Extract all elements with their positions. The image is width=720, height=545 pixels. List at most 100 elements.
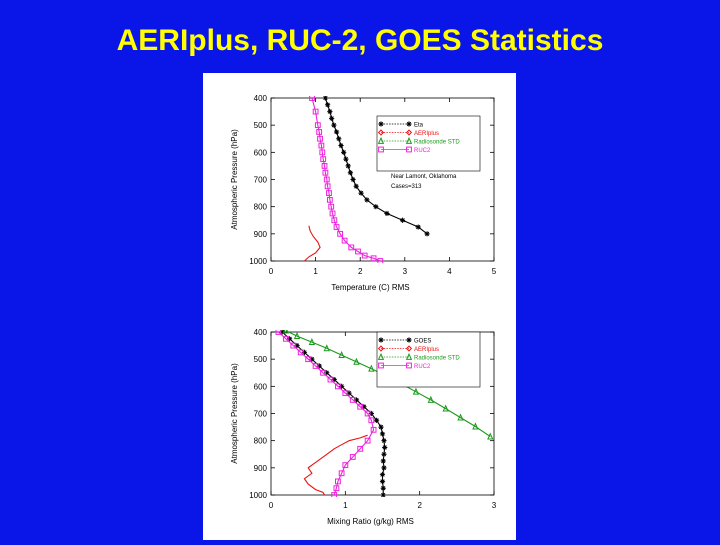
y-tick-label: 500 [254,355,268,364]
y-axis-label: Atmospheric Pressure (hPa) [230,363,239,464]
data-point [331,217,338,224]
data-point [327,108,333,115]
data-point [338,350,345,358]
series-aeriplus [304,225,321,262]
figure-panel: 0 1 2 3 4 5 400 500 600 700 800 900 1000 Temperature … [203,73,516,540]
data-point [286,336,293,342]
legend-marker [378,121,384,127]
data-point [316,129,323,135]
legend-box [376,331,481,388]
data-point [312,108,319,115]
data-point [412,387,420,395]
legend-label: Eta [414,123,424,129]
legend-marker [378,362,384,369]
mixing-ratio-rms-chart: 0 1 2 3 400 500 600 700 800 900 1000 Mixing Ratio (… [230,328,497,526]
data-point [379,472,386,478]
data-point [350,176,356,183]
data-point [331,376,337,383]
data-point [324,183,331,190]
data-point [297,349,304,356]
data-point [293,331,301,339]
y-tick-label: 1000 [249,491,267,500]
data-point [290,342,297,349]
data-point [318,142,325,149]
x-tick-label: 0 [269,501,274,510]
data-point [342,390,349,397]
data-point [301,349,308,355]
series-line [278,331,375,496]
data-point [373,204,379,210]
data-point [320,369,326,376]
data-point [346,390,352,396]
data-point [282,335,289,342]
data-point [282,330,290,334]
data-point [326,190,332,196]
series-aeriplus [303,434,368,496]
data-point [316,363,322,369]
data-point [377,258,384,263]
legend-label: Radiosonde STD [414,356,460,362]
legend-label: Radiosonde STD [414,140,460,146]
data-point [325,102,331,108]
data-point [333,224,340,230]
x-tick-label: 3 [492,501,497,510]
data-point [324,370,330,376]
data-point [337,230,344,237]
data-point [364,410,371,417]
legend-marker [377,345,385,352]
data-point [323,344,330,352]
data-point [380,458,386,464]
data-point [275,330,282,335]
data-point [312,363,319,369]
data-point [427,395,434,403]
y-tick-label: 1000 [249,257,267,266]
x-axis-label: Mixing Ratio (g/kg) RMS [327,517,414,526]
data-point [442,404,449,412]
data-point [326,196,333,203]
x-tick-label: 1 [313,267,318,276]
annotation: Near Lamont, Oklahoma [391,174,457,180]
legend-label: RUC2 [414,148,431,154]
legend-marker [378,146,384,153]
legend-marker [406,121,412,127]
data-point [323,176,330,183]
data-point [381,438,387,444]
data-point [345,163,351,169]
data-point [329,210,336,217]
data-point [335,383,341,390]
y-tick-label: 600 [254,382,268,391]
data-point [348,244,355,251]
legend-marker [406,337,412,343]
data-point [368,410,374,417]
series-ruc2 [275,330,377,497]
data-point [343,156,349,162]
data-point [309,96,315,101]
data-point [379,431,386,437]
data-point [317,135,323,142]
y-tick-label: 600 [254,148,268,157]
data-point [457,413,464,421]
data-point [336,136,342,142]
legend-marker [405,352,413,360]
legend: GOES AERIplus Radiosonde STD RUC2 [376,331,481,388]
y-tick-label: 400 [254,328,268,337]
legend-marker [377,129,385,136]
data-point [358,190,364,196]
data-point [279,330,285,335]
legend-label: AERIplus [414,347,439,353]
data-point [357,403,364,410]
y-axis-label: Atmospheric Pressure (hPa) [230,129,239,230]
data-point [361,252,368,259]
data-point [341,237,348,244]
data-point [333,129,340,135]
x-tick-label: 3 [403,267,408,276]
data-point [320,156,327,163]
series-ruc2 [309,96,384,263]
temperature-rms-chart: 0 1 2 3 4 5 400 500 600 700 800 900 1000 Temperature … [230,94,497,292]
data-point [380,485,386,491]
data-point [379,478,386,485]
y-tick-label: 800 [254,203,268,212]
legend-box [376,115,481,172]
data-point [415,224,421,230]
annotation: Cases=313 [391,184,422,190]
